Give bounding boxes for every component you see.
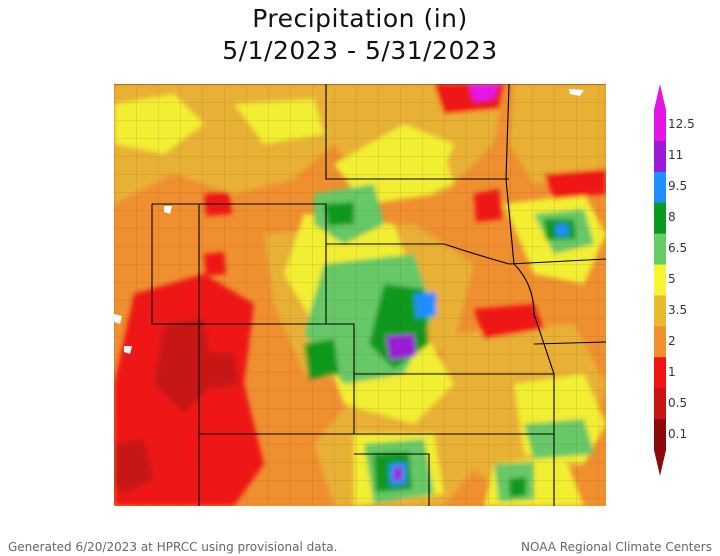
legend-bar — [654, 84, 666, 476]
legend-label: 2 — [668, 333, 676, 348]
legend-swatch — [654, 388, 666, 420]
legend-swatch — [654, 171, 666, 204]
generated-note: Generated 6/20/2023 at HPRCC using provi… — [8, 540, 338, 554]
precipitation-map — [114, 84, 606, 506]
state-boundaries — [114, 84, 606, 506]
legend-swatch — [654, 264, 666, 296]
water-bodies — [114, 89, 584, 354]
county-lines — [114, 84, 606, 506]
legend-swatch — [654, 419, 666, 451]
legend-arrow-top — [654, 84, 666, 110]
legend-label: 9.5 — [668, 179, 688, 194]
legend-swatch — [654, 326, 666, 358]
legend-swatch — [654, 202, 666, 235]
legend-label: 8 — [668, 210, 676, 225]
legend-label: 3.5 — [668, 302, 688, 317]
source-credit: NOAA Regional Climate Centers — [521, 540, 712, 554]
legend-label: 0.1 — [668, 426, 688, 441]
legend-label: 11 — [668, 148, 684, 163]
map-title: Precipitation (in) — [252, 4, 468, 33]
legend-swatch — [654, 233, 666, 266]
legend-label: 1 — [668, 364, 676, 379]
legend-arrow-bottom — [654, 450, 666, 476]
legend-label: 5 — [668, 272, 676, 286]
legend-swatch — [654, 295, 666, 327]
legend-label: 12.5 — [668, 117, 695, 132]
legend-label: 0.5 — [668, 395, 688, 410]
legend-swatch — [654, 357, 666, 389]
legend-swatch — [654, 140, 666, 173]
legend-label: 6.5 — [668, 241, 688, 256]
map-svg — [114, 84, 606, 506]
color-legend: 12.5 11 9.5 8 6.5 5 3.5 2 1 0.5 0.1 — [652, 84, 712, 476]
legend-swatch — [654, 110, 666, 142]
date-range: 5/1/2023 - 5/31/2023 — [222, 36, 498, 65]
